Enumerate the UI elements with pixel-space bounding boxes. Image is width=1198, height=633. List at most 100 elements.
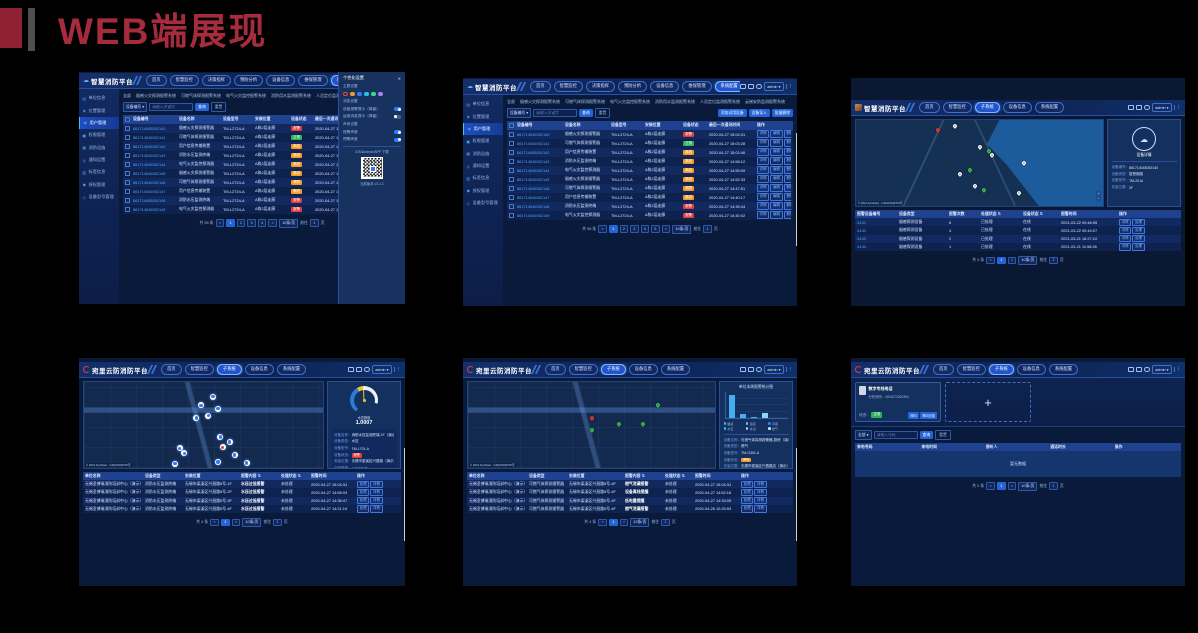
row-checkbox[interactable] (509, 167, 514, 173)
table-row[interactable]: 861714045052142 用户信息传输装置 TM-L2724-A A栋2层… (507, 147, 793, 157)
device-id[interactable]: 861714045052141 (133, 134, 166, 140)
china-map[interactable]: + − © 2021 AutoNavi - GS(2019)6379号 (855, 119, 1104, 207)
nav-pill[interactable]: 维保管理 (298, 75, 328, 86)
goto-page-input[interactable]: 1 (310, 219, 319, 227)
row-checkbox[interactable] (125, 125, 130, 131)
page-size-select[interactable]: 10条/页 (242, 517, 262, 527)
page-button[interactable]: 4 (640, 225, 650, 233)
search-button[interactable]: 查询 (195, 103, 209, 111)
page-size-select[interactable]: 10条/页 (630, 517, 650, 527)
system-tab[interactable]: 人员定位监测报警系统 (700, 99, 740, 104)
row-checkbox[interactable] (509, 176, 514, 182)
nav-pill[interactable]: 智慧监控 (553, 81, 583, 92)
detail-button[interactable]: 详情 (757, 130, 770, 138)
edit-button[interactable]: 编辑 (770, 184, 783, 192)
detail-button[interactable]: 详情 (370, 488, 383, 497)
table-row[interactable]: 861714045052141 可燃气体探测报警器 TM-L2724-A A栋2… (507, 138, 793, 148)
reset-button[interactable]: 重置 (594, 108, 611, 118)
avatar-icon[interactable] (756, 366, 762, 373)
delete-button[interactable]: 删除 (783, 184, 791, 192)
nav-pill[interactable]: 预防分析 (617, 81, 648, 92)
table-row[interactable]: 无锡圣博瑞消防培训中心（演示） 消防水压监测终端 无锡市梁溪区兴昌路5号-1F … (83, 480, 401, 489)
row-checkbox[interactable] (509, 203, 514, 209)
nav-pill[interactable]: 设备信息 (244, 364, 274, 375)
prev-page-button[interactable]: < (986, 482, 995, 490)
delete-button[interactable]: 删除 (783, 211, 791, 219)
scrollbar[interactable] (795, 133, 797, 246)
goto-page-input[interactable]: 1 (1049, 482, 1058, 490)
phone-card[interactable]: 数字专线电话 分机号码：4001071000354 状态： 正常 呼叫 呼叫记录 (855, 382, 941, 422)
page-size-select[interactable]: 10条/页 (1018, 255, 1038, 265)
page-button[interactable]: 2 (236, 219, 246, 227)
system-tab[interactable]: 消防用水监测报警系统 (655, 99, 695, 104)
page-button[interactable]: 1 (609, 518, 618, 527)
notification-icon[interactable] (347, 366, 354, 373)
system-tab[interactable]: 可燃气体探测报警系统 (181, 93, 221, 98)
handle-button[interactable]: 处理 (357, 505, 370, 513)
system-tab[interactable]: 烟感火灾探测报警系统 (520, 99, 560, 104)
edit-button[interactable]: 编辑 (770, 175, 783, 183)
system-tab[interactable]: 人员定位监测报警系统 (316, 93, 356, 98)
row-checkbox[interactable] (509, 158, 514, 164)
map-marker[interactable] (219, 444, 226, 451)
table-row[interactable]: 861714045052149 电气火灾监控探测器 TM-L2724-A A栋2… (507, 210, 793, 220)
next-page-button[interactable]: > (231, 518, 241, 527)
system-tab[interactable]: 云梯安防监测报警系统 (745, 99, 785, 104)
nav-pill[interactable]: 智慧监控 (956, 364, 986, 375)
system-tab[interactable]: 烟感火灾探测报警系统 (136, 93, 176, 98)
table-row[interactable]: 无锡圣博瑞消防培训中心（演示） 可燃气体探测报警器 无锡市梁溪区兴昌路5号-4F… (467, 480, 793, 489)
detail-button[interactable]: 详情 (754, 505, 767, 513)
edit-button[interactable]: 编辑 (770, 157, 783, 165)
map-marker[interactable] (226, 439, 233, 446)
page-button[interactable]: 1 (997, 256, 1006, 265)
table-row[interactable]: 无锡圣博瑞消防培训中心（演示） 消防水压监测终端 无锡市梁溪区兴昌路5号-3F … (83, 496, 401, 505)
map-marker[interactable] (214, 458, 221, 465)
scrollbar[interactable] (795, 448, 797, 541)
nav-pill[interactable]: 首页 (161, 364, 182, 375)
detail-button[interactable]: 详情 (370, 480, 383, 488)
toggle-switch[interactable] (394, 107, 401, 112)
handle-button[interactable]: 处理 (741, 480, 754, 488)
page-button[interactable]: 1 (226, 219, 235, 227)
handle-button[interactable]: 处理 (357, 480, 370, 488)
handle-button[interactable]: 处理 (357, 488, 370, 497)
row-checkbox[interactable] (125, 197, 130, 203)
sidebar-item[interactable]: ◈ 位置管理 (463, 110, 503, 122)
sidebar-item[interactable]: ▦ 消防设施 (463, 148, 503, 160)
delete-button[interactable]: 删除 (783, 157, 791, 165)
sidebar-item[interactable]: ◇ 设备型号管理 (463, 197, 503, 209)
avatar-icon[interactable] (364, 366, 370, 373)
nav-pill[interactable]: 子系统 (974, 102, 1000, 113)
nav-pill[interactable]: 设备信息 (266, 75, 296, 86)
number-input[interactable] (873, 430, 918, 440)
row-checkbox[interactable] (125, 143, 130, 149)
device-id[interactable]: 861714045052148 (517, 203, 550, 209)
sidebar-item[interactable]: ▤ 单位信息 (463, 98, 503, 110)
toggle-switch[interactable] (394, 138, 401, 142)
device-id[interactable]: 861714045052149 (517, 212, 550, 218)
handle-button[interactable]: 处理 (1132, 226, 1145, 235)
add-phone-card[interactable]: + (945, 382, 1031, 422)
table-row[interactable]: A102 烟感探测设备 4 已处理 在线 2021-03-22 09:44:07… (855, 226, 1181, 235)
table-row[interactable]: 861714045052145 烟感火灾探测报警器 TM-L2724-A A栋2… (507, 174, 793, 184)
more-menu-icon[interactable]: ⋮ (786, 367, 793, 372)
delete-button[interactable]: 删除 (783, 166, 791, 174)
edit-button[interactable]: 编辑 (770, 193, 783, 201)
zoom-in-button[interactable]: + (1096, 190, 1101, 196)
row-checkbox[interactable] (125, 152, 130, 158)
sidebar-item[interactable]: ◇ 设备型号管理 (79, 191, 119, 203)
nav-pill[interactable]: 系统配置 (276, 364, 307, 375)
table-row[interactable]: 861714045052140 烟感火灾探测报警器 TM-L2724-A A栋2… (507, 129, 793, 139)
sidebar-item[interactable]: ▤ 单位信息 (79, 92, 119, 104)
delete-button[interactable]: 删除 (783, 202, 791, 210)
goto-page-input[interactable]: 1 (661, 518, 670, 527)
user-menu[interactable]: admin ▾ (764, 365, 784, 374)
user-menu[interactable]: admin ▾ (1152, 103, 1172, 112)
more-menu-icon[interactable]: ⋮ (1174, 367, 1181, 372)
nav-pill[interactable]: 智慧监控 (169, 75, 199, 86)
page-button[interactable]: 1 (997, 482, 1006, 490)
nav-pill[interactable]: 设备信息 (1016, 364, 1046, 375)
handle-button[interactable]: 处理 (1132, 243, 1145, 251)
filter-select[interactable]: 设备编号 ▾ (507, 108, 532, 118)
toolbar-action-button[interactable]: 批量删除 (771, 109, 793, 117)
